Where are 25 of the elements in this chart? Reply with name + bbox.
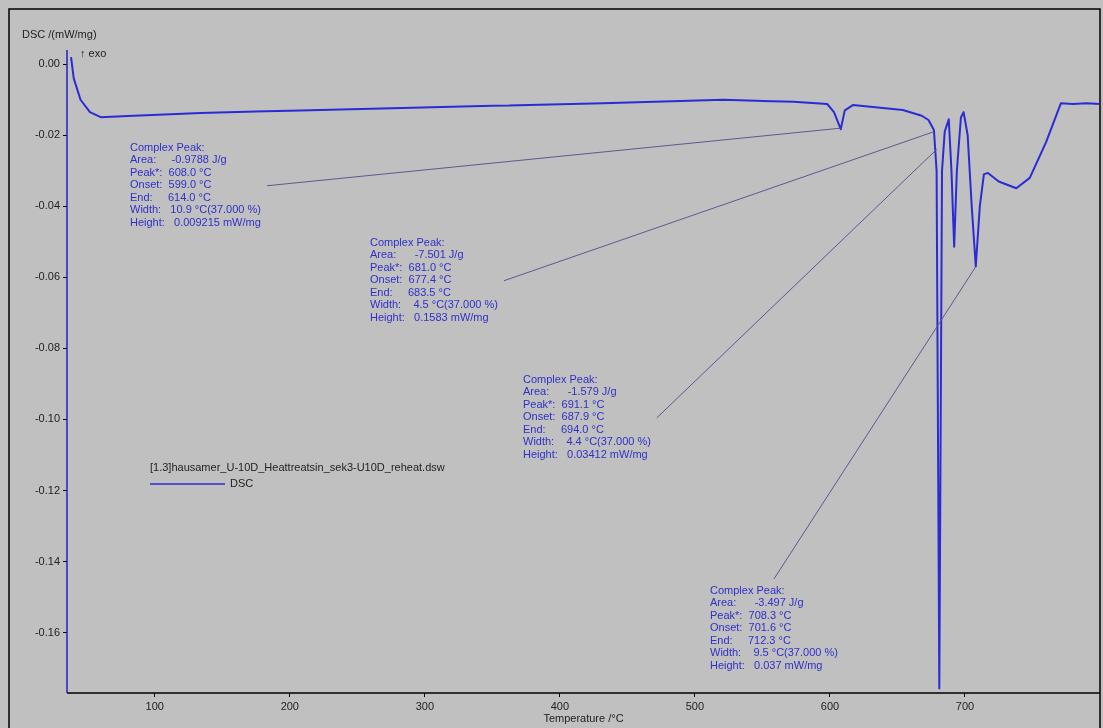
x-axis-title: Temperature /°C bbox=[543, 712, 624, 725]
y-tick-label: -0.02 bbox=[34, 128, 60, 141]
y-tick-label: -0.04 bbox=[34, 199, 60, 212]
y-tick-label: -0.12 bbox=[34, 483, 60, 496]
x-tick-label: 400 bbox=[550, 699, 570, 712]
x-tick-label: 200 bbox=[280, 699, 299, 712]
y-tick-label: -0.08 bbox=[34, 341, 60, 354]
annotation: Complex Peak: Area: -7.501 J/g Peak*: 681.0 °C Onset: 677.4 °C End: 683.5 °C Width: 4.5 °C(37.000 %) Height: 0.1583 mW/mg bbox=[370, 235, 498, 323]
x-tick-label: 700 bbox=[955, 699, 975, 712]
x-tick-label: 500 bbox=[685, 699, 705, 712]
y-tick-label: -0.14 bbox=[34, 554, 60, 567]
annotation: Complex Peak: Area: -3.497 J/g Peak*: 708.3 °C Onset: 701.6 °C End: 712.3 °C Width: 9.5 °C(37.000 %) Height: 0.037 mW/mg bbox=[710, 583, 838, 671]
legend-title: [1.3]hausamer_U-10D_Heattreatsin_sek3-U10D_reheat.dsw bbox=[150, 461, 445, 474]
y-tick-label: -0.06 bbox=[34, 270, 60, 283]
text: DSC bbox=[230, 477, 254, 490]
y-tick-label: -0.16 bbox=[34, 625, 60, 638]
y-tick-label: 0.00 bbox=[38, 57, 60, 70]
y-axis-title: DSC /(mW/mg) bbox=[22, 28, 97, 40]
annotation: Complex Peak: Area: -0.9788 J/g Peak*: 608.0 °C Onset: 599.0 °C End: 614.0 °C Width: 10.9 °C(37.000 %) Height: 0.009215 mW/mg bbox=[130, 140, 261, 228]
annotation: Complex Peak: Area: -1.579 J/g Peak*: 691.1 °C Onset: 687.9 °C End: 694.0 °C Width: 4.4 °C(37.000 %) Height: 0.03412 mW/mg bbox=[523, 372, 651, 460]
annotation: ↑ exo bbox=[80, 46, 107, 59]
x-tick-label: 600 bbox=[820, 699, 840, 712]
x-tick-label: 100 bbox=[145, 699, 164, 712]
y-tick-label: -0.10 bbox=[34, 412, 60, 425]
x-tick-label: 300 bbox=[415, 699, 435, 712]
